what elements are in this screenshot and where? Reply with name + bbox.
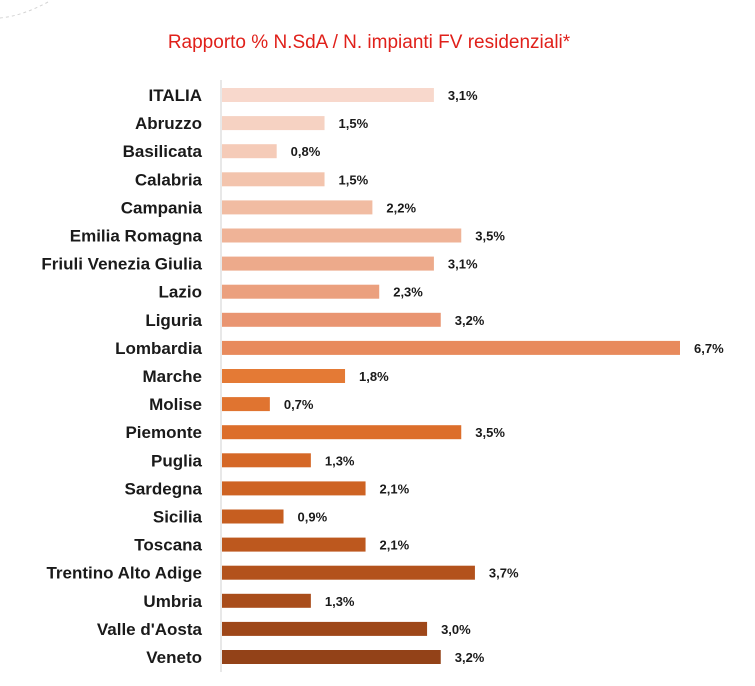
bar-calabria (222, 172, 325, 187)
bars-group (222, 88, 680, 664)
bar-friuli-venezia-giulia (222, 256, 434, 271)
category-label-liguria: Liguria (145, 311, 202, 330)
category-label-lazio: Lazio (159, 283, 202, 302)
value-label-sicilia: 0,9% (298, 510, 328, 525)
category-label-emilia-romagna: Emilia Romagna (70, 227, 203, 246)
bar-lazio (222, 284, 380, 299)
value-label-piemonte: 3,5% (475, 425, 505, 440)
bar-campania (222, 200, 373, 215)
category-label-lombardia: Lombardia (115, 339, 202, 358)
category-label-puglia: Puglia (151, 451, 203, 470)
value-label-sardegna: 2,1% (380, 481, 410, 496)
bar-sardegna (222, 481, 366, 496)
category-label-marche: Marche (142, 367, 202, 386)
value-label-lazio: 2,3% (393, 285, 423, 300)
category-label-friuli-venezia-giulia: Friuli Venezia Giulia (41, 255, 202, 274)
value-label-puglia: 1,3% (325, 453, 355, 468)
chart-title: Rapporto % N.SdA / N. impianti FV reside… (168, 32, 571, 53)
bar-liguria (222, 312, 441, 327)
bar-lombardia (222, 340, 680, 355)
category-label-umbria: Umbria (143, 592, 202, 611)
category-label-campania: Campania (121, 198, 203, 217)
bar-umbria (222, 593, 311, 608)
value-label-veneto: 3,2% (455, 650, 485, 665)
value-label-marche: 1,8% (359, 369, 389, 384)
value-labels-group: 3,1% 1,5% 0,8% 1,5% 2,2% 3,5% 3,1% 2,3% 3,2% 6,7%… (284, 88, 724, 665)
bar-molise (222, 397, 270, 412)
value-label-emilia-romagna: 3,5% (475, 229, 505, 244)
category-label-valle-d-aosta: Valle d'Aosta (97, 620, 203, 639)
bar-veneto (222, 650, 441, 664)
category-label-calabria: Calabria (135, 170, 203, 189)
category-label-abruzzo: Abruzzo (135, 114, 202, 133)
value-label-basilicata: 0,8% (291, 144, 321, 159)
bar-toscana (222, 537, 366, 552)
value-label-valle-d-aosta: 3,0% (441, 622, 471, 637)
value-label-toscana: 2,1% (380, 538, 410, 553)
category-label-veneto: Veneto (146, 648, 202, 667)
bar-piemonte (222, 425, 462, 440)
category-label-toscana: Toscana (134, 536, 202, 555)
value-label-campania: 2,2% (386, 200, 416, 215)
bar-emilia-romagna (222, 228, 462, 243)
value-label-calabria: 1,5% (339, 172, 369, 187)
category-label-sardegna: Sardegna (125, 479, 203, 498)
bar-basilicata (222, 144, 277, 159)
category-label-italia: ITALIA (148, 86, 202, 105)
value-label-umbria: 1,3% (325, 594, 355, 609)
category-label-piemonte: Piemonte (125, 423, 202, 442)
value-label-friuli-venezia-giulia: 3,1% (448, 257, 478, 272)
category-label-trentino-alto-adige: Trentino Alto Adige (46, 564, 202, 583)
value-label-lombardia: 6,7% (694, 341, 724, 356)
category-label-molise: Molise (149, 395, 202, 414)
value-label-abruzzo: 1,5% (339, 116, 369, 131)
bar-marche (222, 369, 346, 383)
bar-puglia (222, 453, 311, 468)
bar-valle-d-aosta (222, 621, 428, 636)
bar-abruzzo (222, 116, 325, 131)
bar-trentino-alto-adige (222, 565, 475, 580)
bar-italia (222, 88, 434, 102)
value-label-liguria: 3,2% (455, 313, 485, 328)
value-label-italia: 3,1% (448, 88, 478, 103)
category-label-sicilia: Sicilia (153, 508, 203, 527)
value-label-trentino-alto-adige: 3,7% (489, 566, 519, 581)
category-labels-group: ITALIA Abruzzo Basilicata Calabria Campania E… (41, 86, 202, 667)
value-label-molise: 0,7% (284, 397, 314, 412)
bar-sicilia (222, 509, 284, 524)
category-label-basilicata: Basilicata (123, 142, 203, 161)
